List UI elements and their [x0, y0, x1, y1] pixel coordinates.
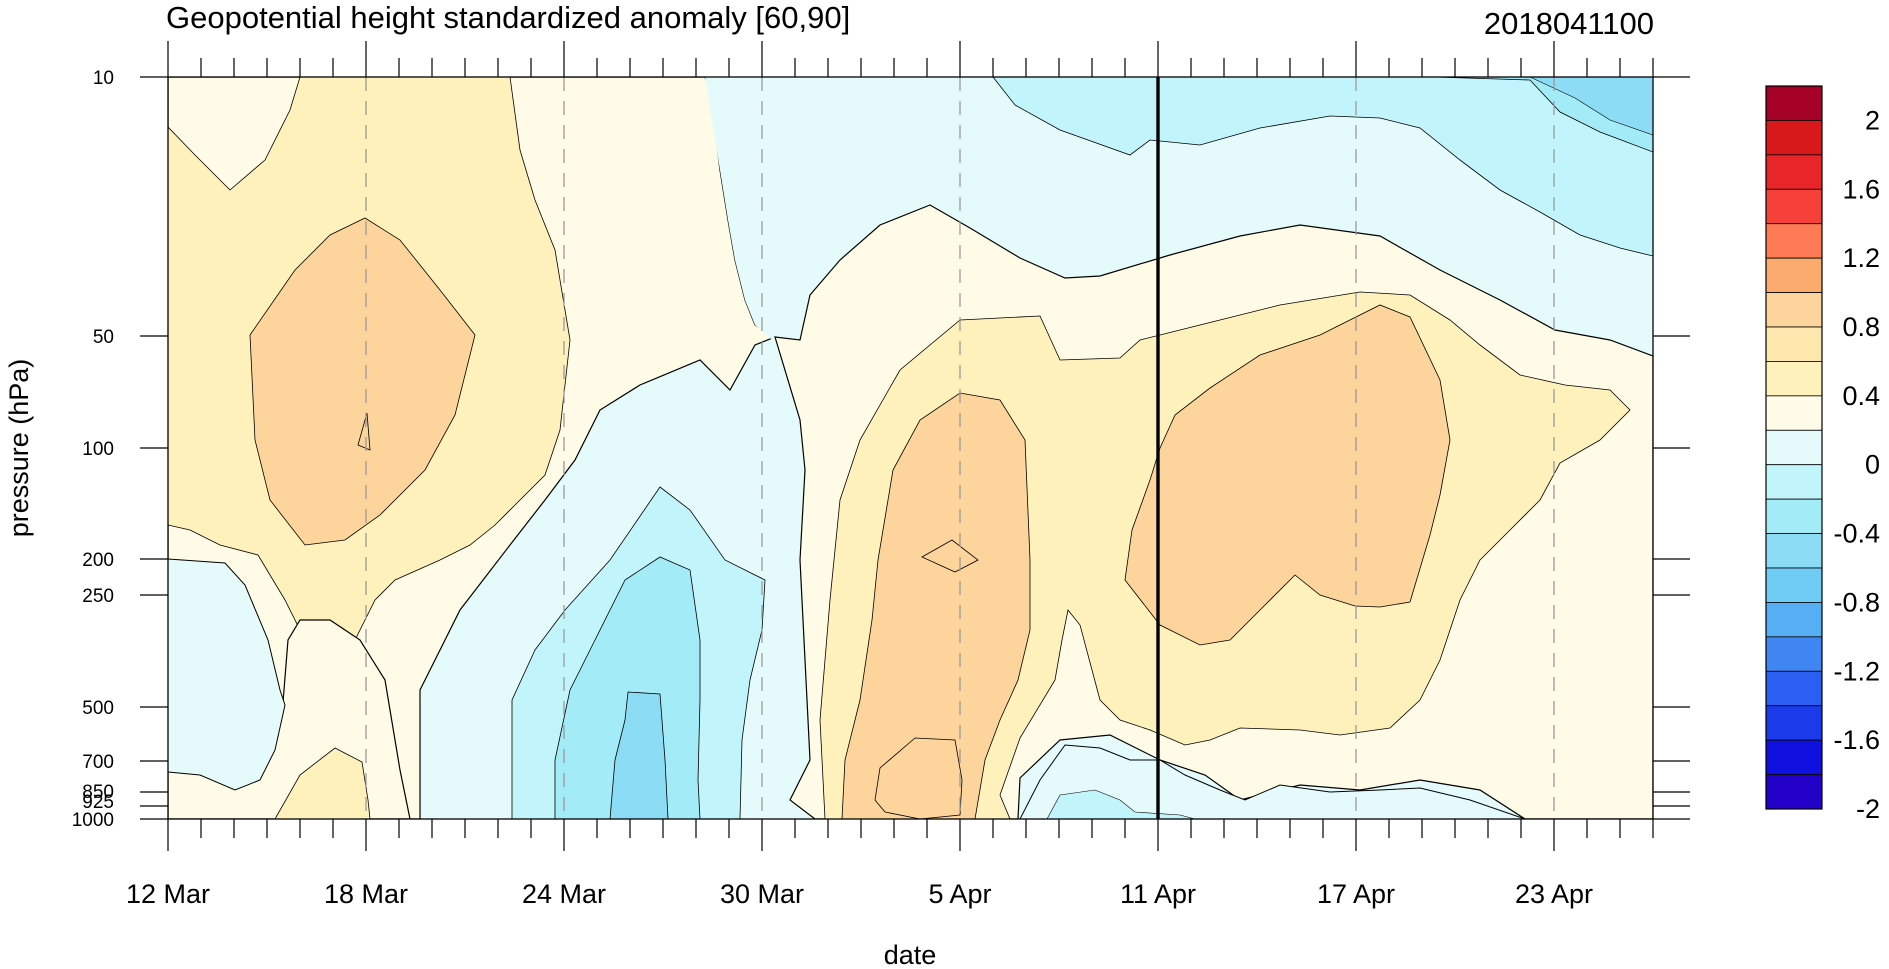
colorbar-label: -1.6 — [1833, 725, 1880, 755]
x-tick-label: 30 Mar — [720, 879, 804, 909]
vertical-gridlines — [365, 77, 1555, 819]
y-tick-label: 50 — [93, 327, 114, 348]
colorbar-swatch — [1765, 636, 1823, 672]
colorbar-labels: 2 1.6 1.2 0.8 0.4 0 -0.4 -0.8 -1.2 -1.6 -2 — [1833, 105, 1880, 824]
colorbar-swatch — [1765, 602, 1823, 638]
region-warm-bottom-core — [874, 737, 963, 819]
date-stamp: 2018041100 — [1484, 6, 1654, 41]
colorbar-swatch — [1765, 154, 1823, 190]
colorbar-swatch — [1765, 361, 1823, 397]
colorbar-swatch — [1765, 464, 1823, 500]
region-cold-center-core — [609, 691, 669, 819]
region-cold-left — [168, 558, 286, 791]
colorbar-swatch — [1765, 739, 1823, 775]
x-tick-label: 11 Apr — [1120, 879, 1196, 909]
y-tick-labels: 10 50 100 200 250 500 700 850 925 1000 — [72, 68, 114, 831]
colorbar-swatch — [1765, 257, 1823, 293]
colorbar-label: 1.2 — [1842, 243, 1880, 273]
region-cold-lower-right — [1019, 744, 1526, 819]
region-warm-left-core — [249, 217, 476, 546]
colorbar-swatch — [1765, 85, 1823, 121]
x-tick-label: 5 Apr — [928, 879, 991, 909]
x-axis-minor-ticks — [167, 41, 1654, 851]
region-cold-bottom-blob — [1046, 789, 1196, 819]
y-tick-label: 700 — [82, 752, 114, 773]
colorbar-swatch — [1765, 223, 1823, 259]
region-warm-bottom-left-inner — [274, 747, 371, 819]
colorbar-label: -2 — [1856, 794, 1880, 824]
colorbar-swatch — [1765, 395, 1823, 431]
colorbar-swatch — [1765, 567, 1823, 603]
colorbar-swatch — [1765, 670, 1823, 707]
colorbar-label: -0.8 — [1833, 587, 1880, 617]
y-tick-label: 500 — [82, 698, 114, 719]
colorbar-swatch — [1765, 705, 1823, 741]
region-cold-upper — [705, 77, 1653, 356]
y-tick-label: 850 — [82, 782, 114, 803]
x-tick-label: 17 Apr — [1317, 879, 1395, 909]
colorbar-label: 0 — [1865, 450, 1880, 480]
y-tick-label: 10 — [93, 68, 114, 89]
y-tick-label: 925 — [82, 792, 114, 813]
colorbar-label: 0.4 — [1842, 381, 1880, 411]
small-contour-loop — [357, 412, 371, 451]
colorbar-swatch — [1765, 120, 1823, 156]
colorbar-frame — [1765, 85, 1823, 810]
colorbar-swatch — [1765, 292, 1823, 328]
colorbar-swatch — [1765, 326, 1823, 362]
x-tick-label: 12 Mar — [126, 879, 210, 909]
contour-field — [168, 77, 1653, 819]
x-tick-labels: 12 Mar 18 Mar 24 Mar 30 Mar 5 Apr 11 Apr… — [126, 879, 1593, 909]
region-warm-center-core — [841, 392, 1031, 819]
colorbar-swatch — [1765, 533, 1823, 569]
chart-title: Geopotential height standardized anomaly… — [166, 0, 850, 35]
colorbar-label: 2 — [1865, 105, 1880, 135]
region-warm-right-core — [1124, 304, 1451, 646]
colorbar-label: -0.4 — [1833, 519, 1880, 549]
colorbar-swatch — [1765, 188, 1823, 225]
x-tick-label: 18 Mar — [324, 879, 408, 909]
y-tick-label: 100 — [82, 439, 114, 460]
y-tick-label: 200 — [82, 550, 114, 571]
x-tick-label: 24 Mar — [522, 879, 606, 909]
region-cold-corner — [1529, 77, 1653, 136]
y-axis — [140, 76, 1690, 820]
colorbar-swatch — [1765, 429, 1823, 466]
x-axis-label: date — [884, 940, 937, 969]
colorbar-swatch — [1765, 498, 1823, 534]
colorbar — [1765, 85, 1823, 810]
x-tick-label: 23 Apr — [1515, 879, 1593, 909]
colorbar-label: 1.6 — [1842, 174, 1880, 204]
y-tick-label: 250 — [82, 586, 114, 607]
y-tick-label: 1000 — [72, 810, 114, 831]
colorbar-swatch — [1765, 774, 1823, 810]
small-contour-ring — [921, 539, 979, 573]
y-axis-label: pressure (hPa) — [4, 359, 34, 538]
colorbar-label: 0.8 — [1842, 312, 1880, 342]
colorbar-label: -1.2 — [1833, 656, 1880, 686]
